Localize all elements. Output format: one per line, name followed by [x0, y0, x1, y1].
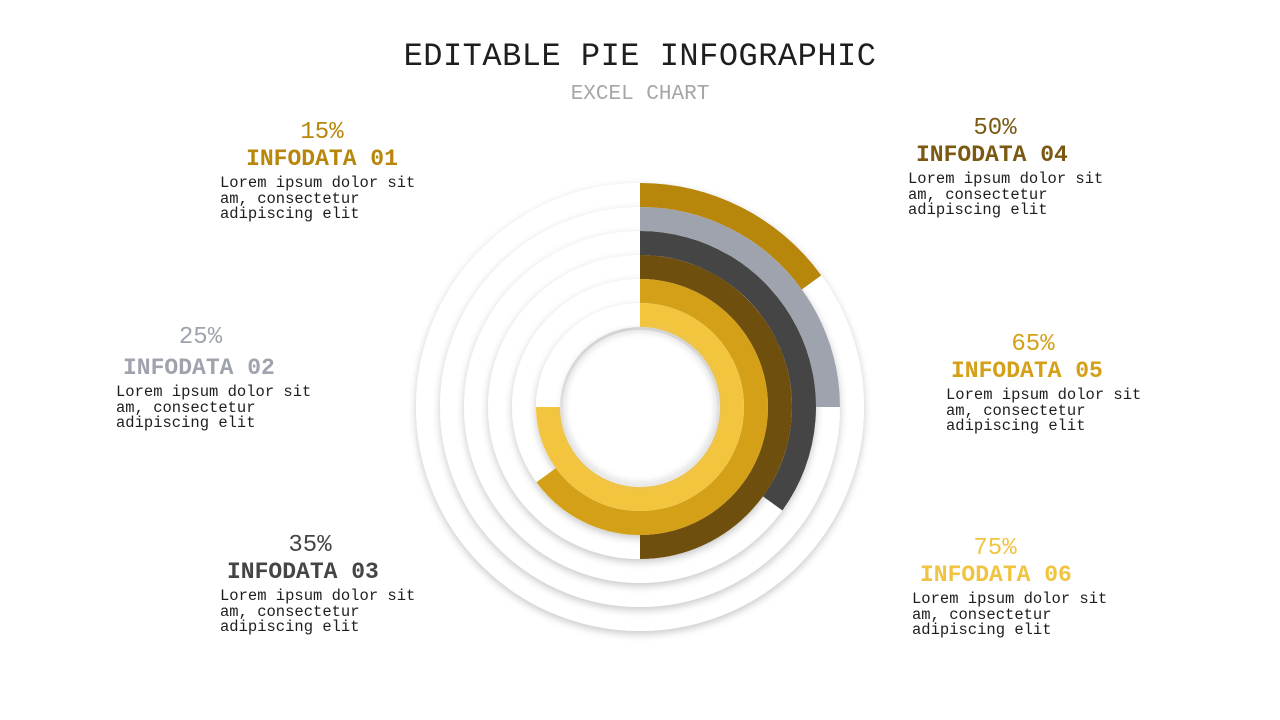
info-05-description: Lorem ipsum dolor sit am, consectetur ad…: [946, 386, 1142, 435]
ring-arc-1: [639, 183, 822, 290]
info-04-name: INFODATA 04: [916, 142, 1068, 168]
info-06-name: INFODATA 06: [920, 562, 1072, 588]
ring-arc-5: [536, 279, 768, 535]
info-01-name: INFODATA 01: [246, 146, 398, 172]
ring-arc-2: [639, 207, 840, 408]
info-06-description: Lorem ipsum dolor sit am, consectetur ad…: [912, 590, 1108, 639]
info-02-description: Lorem ipsum dolor sit am, consectetur ad…: [116, 383, 312, 432]
info-04-percent: 50%: [973, 115, 1017, 142]
ring-arc-6: [536, 303, 744, 511]
info-03-name: INFODATA 03: [227, 559, 379, 585]
center-hole: [563, 330, 717, 484]
info-block-04: 50% INFODATA 04 Lorem ipsum dolor sit am…: [900, 116, 1120, 219]
info-05-name: INFODATA 05: [951, 358, 1103, 384]
info-03-description: Lorem ipsum dolor sit am, consectetur ad…: [220, 587, 416, 636]
info-block-01: 15% INFODATA 01 Lorem ipsum dolor sit am…: [212, 120, 432, 223]
info-05-percent: 65%: [1011, 331, 1055, 358]
info-01-percent: 15%: [300, 119, 344, 146]
info-02-name: INFODATA 02: [123, 355, 275, 381]
ring-arc-3: [639, 231, 816, 511]
info-block-05: 65% INFODATA 05 Lorem ipsum dolor sit am…: [938, 332, 1158, 435]
info-block-06: 75% INFODATA 06 Lorem ipsum dolor sit am…: [904, 536, 1124, 639]
ring-arc-4: [639, 255, 792, 559]
info-03-percent: 35%: [288, 532, 332, 559]
info-06-percent: 75%: [973, 535, 1017, 562]
info-04-description: Lorem ipsum dolor sit am, consectetur ad…: [908, 170, 1104, 219]
info-block-02: 25% INFODATA 02 Lorem ipsum dolor sit am…: [108, 325, 328, 432]
page-subtitle: EXCEL CHART: [570, 83, 710, 106]
page-title: EDITABLE PIE INFOGRAPHIC: [403, 38, 877, 75]
info-02-percent: 25%: [178, 324, 223, 351]
info-01-description: Lorem ipsum dolor sit am, consectetur ad…: [220, 174, 416, 223]
center-hole-shadow: [561, 328, 719, 486]
info-block-03: 35% INFODATA 03 Lorem ipsum dolor sit am…: [212, 533, 432, 636]
